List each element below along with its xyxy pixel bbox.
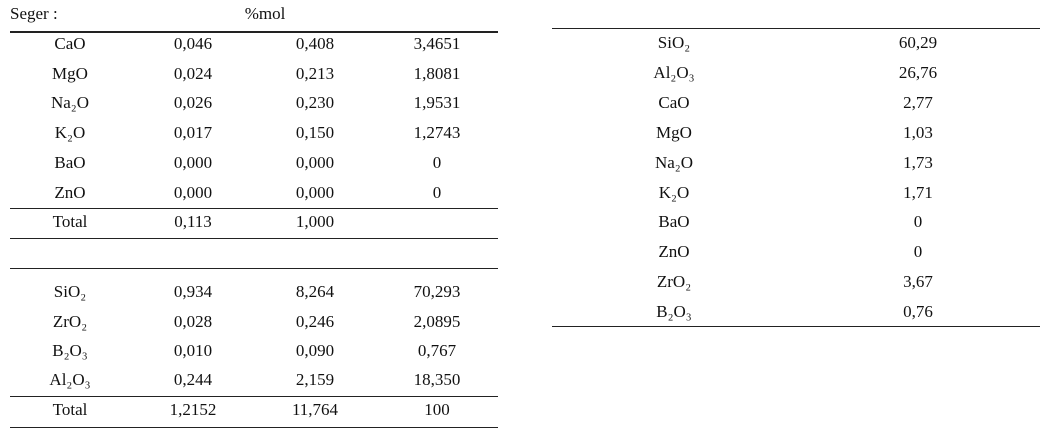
oxide-cell: CaO (658, 92, 690, 112)
value-cell: 0,000 (295, 153, 335, 172)
total-cell: 1,000 (295, 212, 335, 231)
value-cell: 0,026 (173, 93, 213, 112)
value-cell: 0,76 (903, 302, 933, 322)
value-cell: 2,0895 (413, 312, 461, 331)
value-cell: 70,293 (413, 282, 461, 301)
header-unit: %mol (244, 4, 286, 23)
value-cell: 26,76 (898, 62, 938, 82)
value-cell: 0 (913, 242, 923, 262)
oxide-cell: B₂O₃ (656, 302, 692, 322)
value-cell: 0,934 (173, 282, 213, 301)
oxide-cell: CaO (54, 34, 86, 53)
oxide-cell: BaO (658, 212, 690, 232)
oxide-cell: Al₂O₃ (49, 370, 91, 389)
value-cell: 0,213 (295, 64, 335, 83)
value-cell: 0,000 (295, 183, 335, 202)
rule (10, 268, 498, 269)
value-cell: 0 (432, 153, 442, 172)
oxide-cell: ZnO (54, 183, 86, 202)
total-cell: Total (52, 212, 88, 231)
value-cell: 2,159 (295, 370, 335, 389)
rule (10, 427, 498, 428)
rule (10, 208, 498, 209)
value-cell: 3,67 (903, 272, 933, 292)
value-cell: 0,000 (173, 183, 213, 202)
oxide-cell: Na₂O (654, 152, 694, 172)
oxide-cell: ZnO (658, 242, 690, 262)
value-cell: 1,2743 (413, 123, 461, 142)
oxide-cell: MgO (52, 64, 88, 83)
value-cell: 3,4651 (413, 34, 461, 53)
value-cell: 0,767 (417, 341, 457, 360)
value-cell: 0,024 (173, 64, 213, 83)
total-cell: 100 (424, 400, 450, 419)
total-cell: 1,2152 (169, 400, 217, 419)
oxide-cell: ZrO₂ (52, 312, 88, 331)
value-cell: 0,090 (295, 341, 335, 360)
rule (552, 326, 1040, 327)
value-cell: 1,8081 (413, 64, 461, 83)
value-cell: 0,046 (173, 34, 213, 53)
total-cell: Total (52, 400, 88, 419)
oxide-cell: ZrO₂ (656, 272, 692, 292)
value-cell: 0,010 (173, 341, 213, 360)
value-cell: 0,017 (173, 123, 213, 142)
value-cell: 0,244 (173, 370, 213, 389)
value-cell: 1,9531 (413, 93, 461, 112)
oxide-cell: K₂O (658, 182, 690, 202)
oxide-cell: SiO₂ (657, 33, 691, 52)
oxide-cell: K₂O (54, 123, 86, 142)
value-cell: 8,264 (295, 282, 335, 301)
oxide-cell: Al₂O₃ (653, 62, 695, 82)
value-cell: 0,230 (295, 93, 335, 112)
oxide-cell: MgO (656, 122, 692, 142)
total-cell: 11,764 (291, 400, 339, 419)
value-cell: 0 (432, 183, 442, 202)
oxide-cell: B₂O₃ (52, 341, 88, 360)
oxide-cell: Na₂O (50, 93, 90, 112)
rule (10, 396, 498, 397)
total-cell: 0,113 (174, 212, 212, 231)
value-cell: 0,150 (295, 123, 335, 142)
value-cell: 60,29 (898, 33, 938, 52)
value-cell: 1,73 (903, 152, 933, 172)
value-cell: 2,77 (903, 92, 933, 112)
rule (10, 31, 498, 33)
oxide-cell: BaO (54, 153, 86, 172)
value-cell: 0,408 (295, 34, 335, 53)
header-label: Seger : (10, 4, 58, 23)
value-cell: 1,71 (903, 182, 933, 202)
rule (10, 238, 498, 239)
rule (552, 28, 1040, 29)
value-cell: 0,000 (173, 153, 213, 172)
value-cell: 0,028 (173, 312, 213, 331)
oxide-cell: SiO₂ (53, 282, 87, 301)
value-cell: 18,350 (413, 370, 461, 389)
value-cell: 0,246 (295, 312, 335, 331)
value-cell: 0 (913, 212, 923, 232)
value-cell: 1,03 (903, 122, 933, 142)
